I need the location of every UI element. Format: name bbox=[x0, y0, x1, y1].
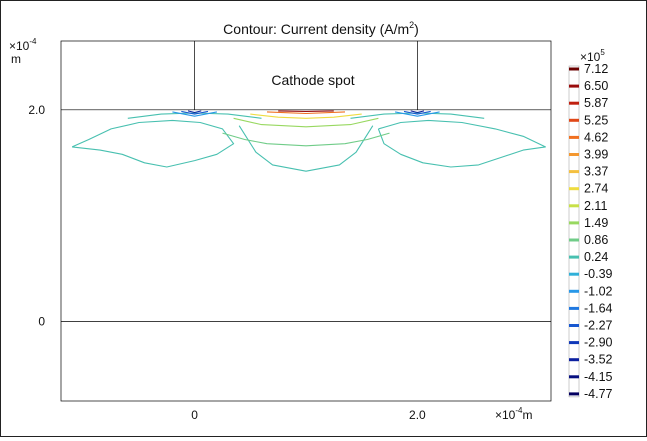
colorbar-label-3: 5.25 bbox=[584, 113, 608, 127]
contour-line-6 bbox=[233, 117, 379, 128]
plot-area: Cathode spot bbox=[60, 40, 552, 402]
colorbar-label-17: -3.52 bbox=[584, 353, 613, 367]
colorbar-label-14: -1.64 bbox=[584, 301, 613, 315]
cathode-spot-label: Cathode spot bbox=[271, 72, 354, 88]
colorbar-label-12: -0.39 bbox=[584, 267, 613, 281]
y-axis-scale: ×10-4 bbox=[9, 37, 37, 53]
contour-line-3 bbox=[222, 132, 390, 147]
colorbar-label-8: 2.11 bbox=[584, 199, 607, 213]
x-axis-scale: ×10-4m bbox=[495, 406, 532, 422]
contour-line-15 bbox=[410, 110, 425, 114]
colorbar-label-7: 2.74 bbox=[584, 182, 608, 196]
colorbar-scale: ×105 bbox=[580, 48, 605, 64]
contour-line-14 bbox=[403, 110, 431, 115]
contour-line-2 bbox=[377, 119, 546, 168]
x-tick-label-1: 2.0 bbox=[409, 408, 426, 422]
contour-lines bbox=[71, 110, 546, 172]
contour-line-8 bbox=[266, 111, 346, 115]
plot-border bbox=[60, 40, 552, 402]
colorbar-label-10: 0.86 bbox=[584, 233, 608, 247]
y-axis-unit: m bbox=[11, 52, 21, 66]
colorbar-frame bbox=[568, 65, 580, 398]
colorbar-label-16: -2.90 bbox=[584, 336, 613, 350]
colorbar-label-1: 6.50 bbox=[584, 79, 608, 93]
colorbar-label-9: 1.49 bbox=[584, 216, 608, 230]
contour-line-11 bbox=[181, 110, 209, 115]
contour-line-13 bbox=[394, 111, 440, 117]
geometry-lines bbox=[61, 41, 551, 322]
title-suffix: ) bbox=[414, 21, 419, 37]
contour-line-7 bbox=[250, 113, 362, 119]
colorbar-label-0: 7.12 bbox=[584, 62, 608, 76]
colorbar-label-2: 5.87 bbox=[584, 96, 608, 110]
colorbar-label-19: -4.77 bbox=[584, 387, 613, 401]
title-superscript: 2 bbox=[409, 20, 414, 30]
x-axis-ticks: 0 2.0 bbox=[191, 408, 426, 422]
colorbar-label-18: -4.15 bbox=[584, 370, 613, 384]
colorbar-label-15: -2.27 bbox=[584, 319, 613, 333]
colorbar-label-6: 3.37 bbox=[584, 165, 608, 179]
y-axis-ticks: 02.0 bbox=[28, 103, 45, 329]
contour-line-10 bbox=[172, 111, 218, 117]
colorbar-label-4: 4.62 bbox=[584, 130, 608, 144]
contour-line-12 bbox=[187, 110, 202, 114]
colorbar: 7.12 6.50 5.87 5.25 4.62 3.99 3.37 2.74 2.11 1.49… bbox=[568, 62, 613, 401]
colorbar-label-11: 0.24 bbox=[584, 250, 608, 264]
colorbar-label-13: -1.02 bbox=[584, 284, 613, 298]
y-tick-label-1: 2.0 bbox=[28, 103, 45, 117]
contour-line-0 bbox=[71, 119, 235, 168]
contour-line-1 bbox=[238, 125, 374, 172]
y-tick-label-0: 0 bbox=[38, 315, 45, 329]
contour-line-9 bbox=[278, 110, 334, 112]
colorbar-label-5: 3.99 bbox=[584, 148, 608, 162]
chart-title: Contour: Current density (A/m2) bbox=[223, 20, 419, 37]
x-tick-label-0: 0 bbox=[191, 408, 198, 422]
